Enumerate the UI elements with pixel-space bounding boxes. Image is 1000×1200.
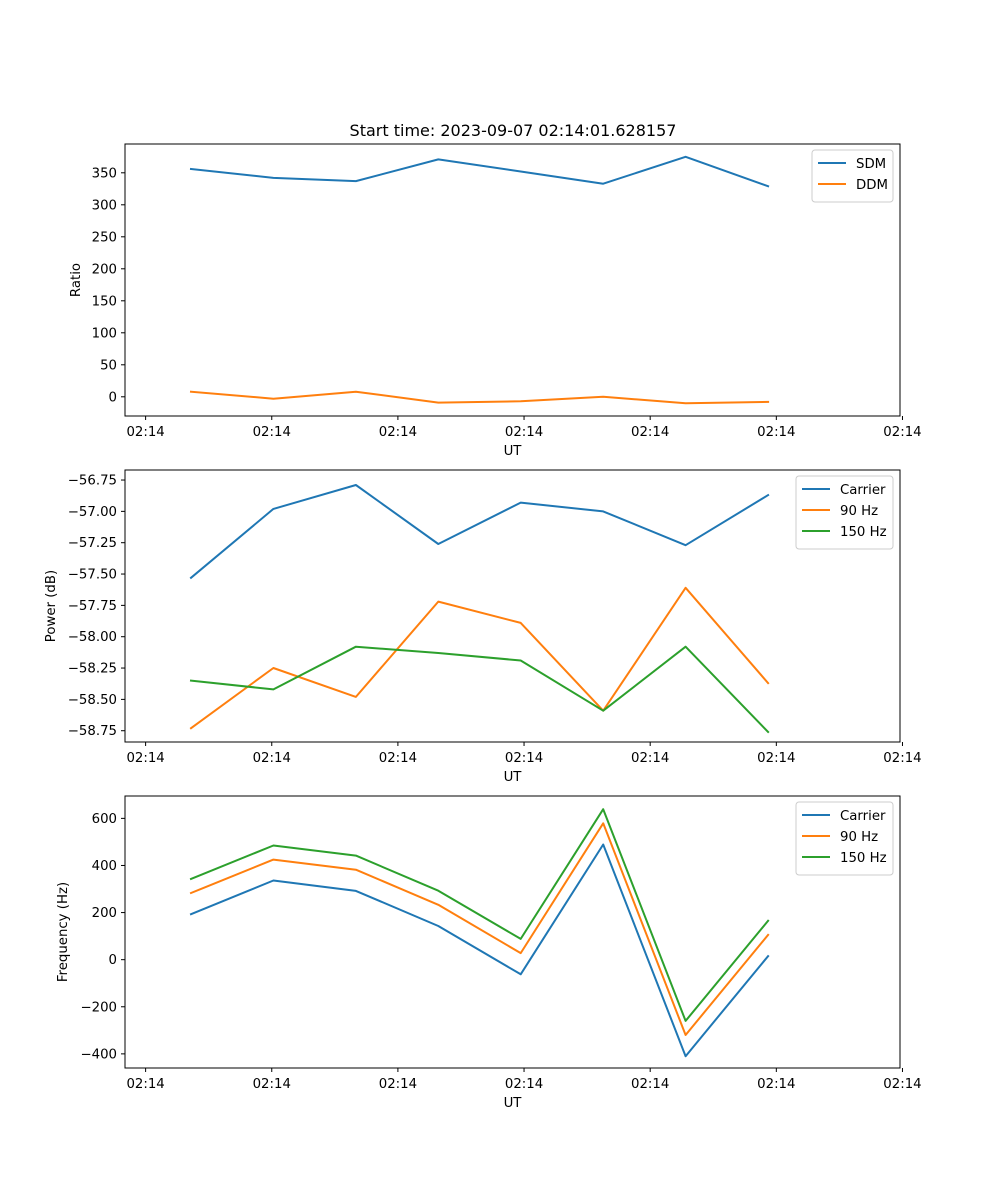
- y-tick-label: 350: [92, 166, 117, 181]
- y-tick-label: −57.25: [68, 536, 117, 551]
- y-tick-label: 200: [92, 262, 117, 277]
- axes-frame: [124, 469, 901, 743]
- legend-entry: 150 Hz: [840, 851, 887, 866]
- x-tick-label: 02:14: [631, 751, 669, 766]
- y-tick-label: −57.00: [68, 505, 117, 520]
- series-line-90-hz: [189, 822, 770, 1036]
- series-line-150-hz: [189, 645, 770, 734]
- legend: Carrier 90 Hz 150 Hz: [795, 801, 894, 876]
- legend-entry: Carrier: [840, 809, 886, 824]
- legend-entry: 90 Hz: [840, 830, 878, 845]
- y-axis-label: Ratio: [69, 263, 84, 297]
- panel-2: −58.75 −58.50 −58.25 −58.00 −57.75 −57.50 −57.…: [44, 469, 922, 785]
- x-tick-label: 02:14: [379, 1077, 417, 1092]
- x-tick-label: 02:14: [757, 425, 795, 440]
- legend-entry: 150 Hz: [840, 525, 887, 540]
- y-tick-label: −58.25: [68, 662, 117, 677]
- x-tick-label: 02:14: [253, 1077, 291, 1092]
- axes-frame: [124, 143, 901, 417]
- y-axis-label: Frequency (Hz): [56, 882, 71, 982]
- legend-entry: DDM: [856, 178, 888, 193]
- y-tick-label: −58.00: [68, 630, 117, 645]
- x-tick-label: 02:14: [379, 751, 417, 766]
- y-tick-label: 300: [92, 198, 117, 213]
- legend-entry: SDM: [856, 157, 886, 172]
- series-line-sdm: [189, 155, 770, 188]
- y-tick-label: −200: [80, 1000, 117, 1015]
- x-tick-label: 02:14: [253, 751, 291, 766]
- x-tick-label: 02:14: [631, 1077, 669, 1092]
- x-axis-label: UT: [504, 1096, 523, 1111]
- axes-frame: [124, 795, 901, 1069]
- legend: Carrier 90 Hz 150 Hz: [795, 475, 894, 550]
- y-tick-label: −56.75: [68, 474, 117, 489]
- x-tick-label: 02:14: [505, 425, 543, 440]
- series-line-carrier: [189, 843, 770, 1058]
- x-tick-label: 02:14: [505, 751, 543, 766]
- y-tick-label: −58.75: [68, 724, 117, 739]
- series-line-carrier: [189, 484, 770, 580]
- x-tick-label: 02:14: [253, 425, 291, 440]
- x-tick-label: 02:14: [757, 751, 795, 766]
- y-tick-label: 150: [92, 294, 117, 309]
- legend-entry: 90 Hz: [840, 504, 878, 519]
- y-tick-label: 50: [100, 358, 117, 373]
- x-axis-label: UT: [504, 444, 523, 459]
- x-tick-label: 02:14: [757, 1077, 795, 1092]
- y-tick-label: −57.50: [68, 568, 117, 583]
- y-tick-label: −58.50: [68, 693, 117, 708]
- series-line-90-hz: [189, 586, 770, 730]
- x-tick-label: 02:14: [126, 1077, 164, 1092]
- y-tick-label: −400: [80, 1047, 117, 1062]
- x-tick-label: 02:14: [126, 425, 164, 440]
- legend-entry: Carrier: [840, 483, 886, 498]
- series-line-150-hz: [189, 808, 770, 1022]
- x-tick-label: 02:14: [631, 425, 669, 440]
- y-tick-label: 0: [109, 390, 117, 405]
- y-tick-label: 600: [92, 812, 117, 827]
- y-tick-label: −57.75: [68, 599, 117, 614]
- y-axis-label: Power (dB): [44, 570, 59, 642]
- x-tick-label: 02:14: [883, 751, 921, 766]
- x-axis-label: UT: [504, 770, 523, 785]
- figure-title: Start time: 2023-09-07 02:14:01.628157: [350, 121, 677, 140]
- x-tick-label: 02:14: [379, 425, 417, 440]
- x-tick-label: 02:14: [883, 1077, 921, 1092]
- x-tick-label: 02:14: [505, 1077, 543, 1092]
- x-tick-label: 02:14: [883, 425, 921, 440]
- legend: SDM DDM: [811, 149, 894, 203]
- y-tick-label: 250: [92, 230, 117, 245]
- panel-3: −400 −200 0 200 400 600 02:14 02:14 02:14 02:14 02…: [56, 795, 922, 1111]
- x-tick-label: 02:14: [126, 751, 164, 766]
- y-tick-label: 200: [92, 906, 117, 921]
- y-tick-label: 100: [92, 326, 117, 341]
- panel-1: 0 50 100 150 200 250 300 350 02:14 02:14 02:14 02:1…: [69, 143, 922, 459]
- series-line-ddm: [189, 390, 770, 405]
- y-tick-label: 0: [109, 953, 117, 968]
- y-tick-label: 400: [92, 859, 117, 874]
